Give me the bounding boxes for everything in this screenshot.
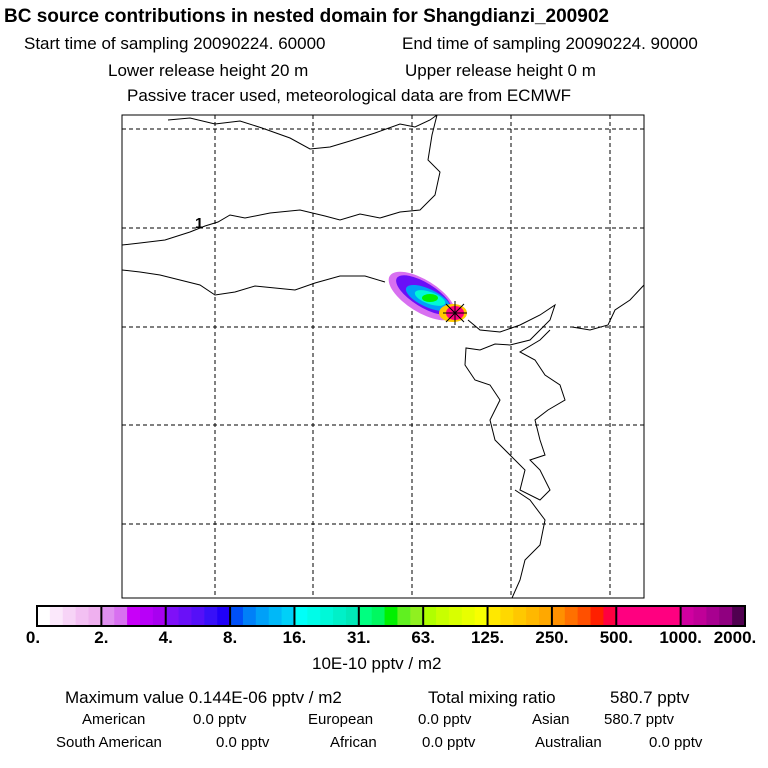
colorbar-swatch [642, 606, 656, 626]
colorbar-swatch [281, 606, 296, 626]
colorbar-tick-label: 2. [94, 628, 109, 647]
colorbar-swatch [165, 606, 180, 626]
colorbar-swatch [255, 606, 270, 626]
colorbar-swatch [448, 606, 463, 626]
colorbar-swatch [242, 606, 257, 626]
colorbar-tick-label: 125. [470, 628, 505, 647]
region-asian-value: 580.7 pptv [604, 711, 675, 728]
colorbar-swatch [62, 606, 77, 626]
colorbar-swatch [217, 606, 231, 626]
colorbar [36, 605, 746, 627]
colorbar-swatch [654, 606, 669, 626]
colorbar-tick-label: 2000. [713, 628, 757, 647]
colorbar-swatch [88, 606, 102, 626]
colorbar-swatch [345, 606, 360, 626]
colorbar-swatch [139, 606, 154, 626]
colorbar-tick-label: 0. [25, 628, 41, 647]
colorbar-swatch [410, 606, 424, 626]
colorbar-swatch [384, 606, 399, 626]
colorbar-swatch [178, 606, 193, 626]
colorbar-swatch [294, 606, 308, 626]
colorbar-tick-label: 1000. [659, 628, 702, 647]
colorbar-swatch [101, 606, 115, 626]
colorbar-swatch [719, 606, 733, 626]
plot-title: BC source contributions in nested domain… [4, 6, 609, 27]
region-african-value: 0.0 pptv [422, 734, 476, 751]
colorbar-swatch [75, 606, 90, 626]
colorbar-swatch [204, 606, 218, 626]
colorbar-swatch [693, 606, 707, 626]
colorbar-swatch [513, 606, 527, 626]
receptor-star-icon [443, 301, 467, 325]
region-australian-label: Australian [535, 734, 602, 751]
map-label: 1 [195, 215, 204, 232]
colorbar-swatch [114, 606, 128, 626]
colorbar-swatch [564, 606, 579, 626]
colorbar-unit: 10E-10 pptv / m2 [312, 654, 442, 673]
total-mixing-value: 580.7 pptv [610, 688, 690, 707]
colorbar-swatch [230, 606, 244, 626]
colorbar-swatch [436, 606, 450, 626]
grid-lines [122, 115, 644, 598]
colorbar-swatch [397, 606, 411, 626]
colorbar-swatch [732, 606, 746, 626]
colorbar-tick-label: 250. [535, 628, 569, 647]
coastlines-borders [121, 114, 645, 599]
maximum-value: Maximum value 0.144E-06 pptv / m2 [65, 688, 342, 707]
colorbar-swatch [307, 606, 321, 626]
colorbar-swatch [333, 606, 347, 626]
colorbar-swatch [629, 606, 643, 626]
region-south-american-value: 0.0 pptv [216, 734, 270, 751]
start-time: Start time of sampling 20090224. 60000 [24, 34, 326, 53]
region-european-label: European [308, 711, 374, 728]
colorbar-swatch [461, 606, 476, 626]
colorbar-swatch [603, 606, 617, 626]
colorbar-swatch [152, 606, 167, 626]
colorbar-swatch [667, 606, 682, 626]
colorbar-swatch [539, 606, 553, 626]
colorbar-swatch [127, 606, 141, 626]
tracer-note: Passive tracer used, meteorological data… [127, 86, 572, 105]
region-south-american-label: South American [56, 734, 162, 751]
colorbar-tick-label: 16. [282, 628, 307, 647]
colorbar-swatch [320, 606, 334, 626]
colorbar-tick-label: 4. [158, 628, 173, 647]
colorbar-swatch [526, 606, 540, 626]
colorbar-swatch [474, 606, 489, 626]
region-american-value: 0.0 pptv [193, 711, 247, 728]
region-australian-value: 0.0 pptv [649, 734, 703, 751]
plume [388, 271, 467, 322]
region-asian-label: Asian [532, 711, 570, 728]
colorbar-swatch [500, 606, 514, 626]
colorbar-swatch [358, 606, 373, 626]
colorbar-swatch [680, 606, 695, 626]
colorbar-swatch [371, 606, 386, 626]
colorbar-swatch [191, 606, 205, 626]
colorbar-tick-label: 63. [411, 628, 435, 647]
colorbar-swatch [37, 606, 51, 626]
colorbar-swatch [590, 606, 604, 626]
colorbar-swatch [423, 606, 437, 626]
colorbar-frame [36, 605, 746, 627]
colorbar-swatch [616, 606, 630, 626]
colorbar-swatch [551, 606, 566, 626]
colorbar-tick-label: 8. [222, 628, 238, 647]
upper-release-height: Upper release height 0 m [405, 61, 596, 80]
lower-release-height: Lower release height 20 m [108, 61, 309, 80]
colorbar-swatch [706, 606, 720, 626]
total-mixing-label: Total mixing ratio [428, 688, 556, 707]
colorbar-swatch [577, 606, 592, 626]
colorbar-swatch [268, 606, 283, 626]
colorbar-swatch [487, 606, 502, 626]
colorbar-tick-label: 31. [346, 628, 371, 647]
map-frame [121, 114, 645, 599]
region-american-label: American [82, 711, 146, 728]
colorbar-swatch [49, 606, 64, 626]
region-african-label: African [330, 734, 377, 751]
end-time: End time of sampling 20090224. 90000 [402, 34, 698, 53]
colorbar-tick-label: 500. [599, 628, 633, 647]
region-european-value: 0.0 pptv [418, 711, 472, 728]
